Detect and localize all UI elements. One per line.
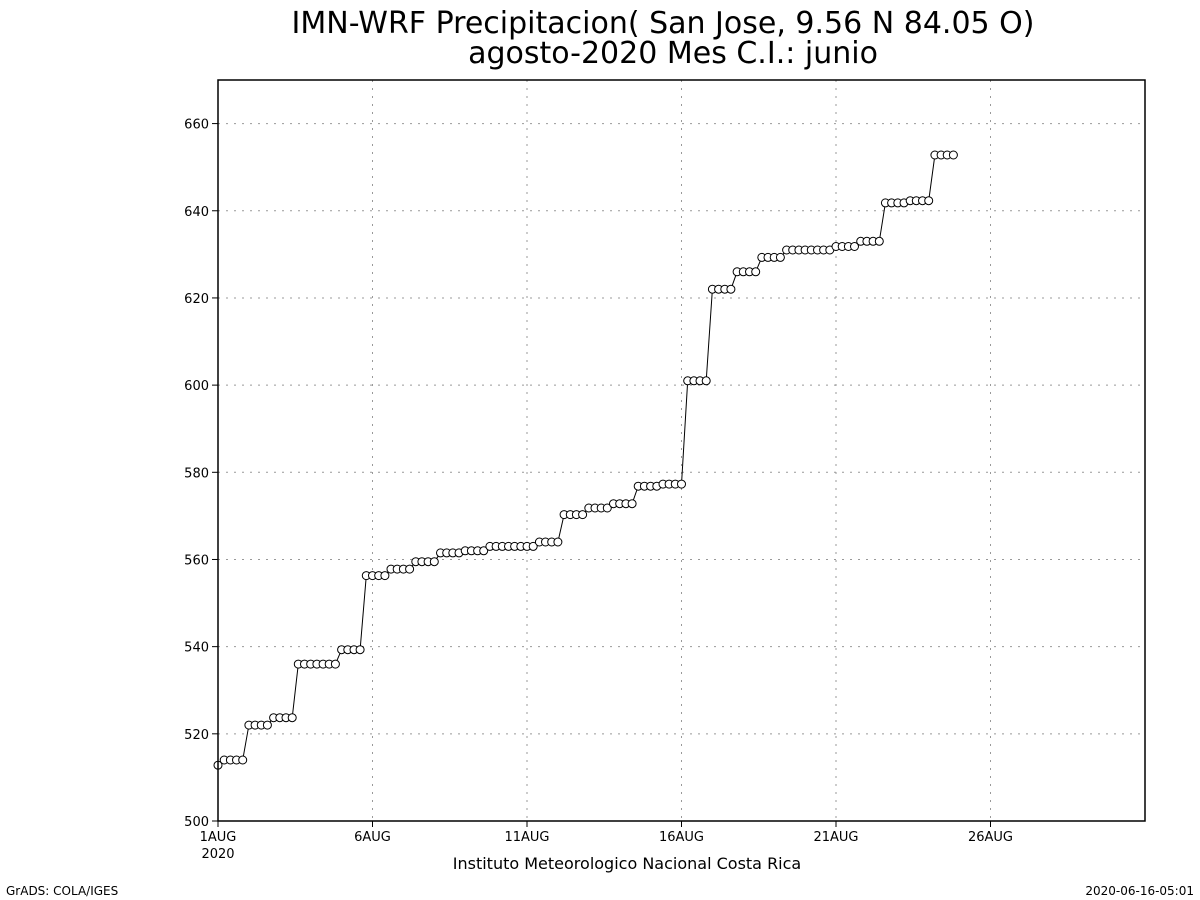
data-point <box>677 479 686 489</box>
chart-subtitle: agosto-2020 Mes C.I.: junio <box>468 36 878 71</box>
data-point <box>775 252 785 262</box>
data-point <box>238 755 248 765</box>
data-point <box>924 196 934 206</box>
y-tick-label: 520 <box>184 728 209 743</box>
data-point <box>726 284 736 294</box>
x-tick-label: 6AUG <box>354 830 391 845</box>
data-point <box>553 537 563 547</box>
x-axis-ticks: 1AUG 2020 6AUG 11AUG 16AUG 21AUG 26AUG <box>200 821 1013 862</box>
data-point <box>850 242 859 251</box>
y-tick-label: 580 <box>184 466 209 481</box>
data-point <box>479 546 489 556</box>
y-tick-label: 620 <box>184 292 209 307</box>
data-point <box>528 541 538 551</box>
y-tick-label: 540 <box>184 641 209 656</box>
data-point <box>627 499 637 509</box>
data-point <box>578 510 588 520</box>
x-tick-label: 26AUG <box>968 830 1013 845</box>
x-axis-label: Instituto Meteorologico Nacional Costa R… <box>453 854 801 873</box>
data-point <box>948 150 958 160</box>
y-tick-label: 560 <box>184 553 209 568</box>
precipitation-markers <box>213 150 958 770</box>
data-point <box>262 720 272 730</box>
data-point <box>874 236 884 246</box>
x-tick-sublabel: 2020 <box>201 847 234 862</box>
y-tick-label: 640 <box>184 205 209 220</box>
data-point <box>405 564 415 574</box>
data-point <box>602 503 612 513</box>
footer-credit: GrADS: COLA/IGES <box>6 884 118 898</box>
data-point <box>380 571 390 581</box>
y-tick-label: 600 <box>184 379 209 394</box>
footer-timestamp: 2020-06-16-05:01 <box>1085 884 1194 898</box>
y-tick-label: 660 <box>184 118 209 133</box>
data-point <box>287 713 297 723</box>
data-point <box>330 659 340 669</box>
data-point <box>701 376 711 386</box>
data-point <box>355 645 365 655</box>
x-tick-label: 16AUG <box>659 830 704 845</box>
x-tick-label: 21AUG <box>813 830 858 845</box>
x-tick-label: 1AUG <box>200 830 237 845</box>
plot-frame <box>217 79 1146 822</box>
chart-title: IMN-WRF Precipitacion( San Jose, 9.56 N … <box>292 6 1035 41</box>
y-axis-ticks: 500 520 540 560 580 600 620 640 660 <box>184 118 218 830</box>
x-tick-label: 11AUG <box>504 830 549 845</box>
grid-lines <box>218 80 1145 821</box>
data-point <box>429 557 439 567</box>
y-tick-label: 500 <box>184 815 209 830</box>
data-point <box>751 267 761 277</box>
